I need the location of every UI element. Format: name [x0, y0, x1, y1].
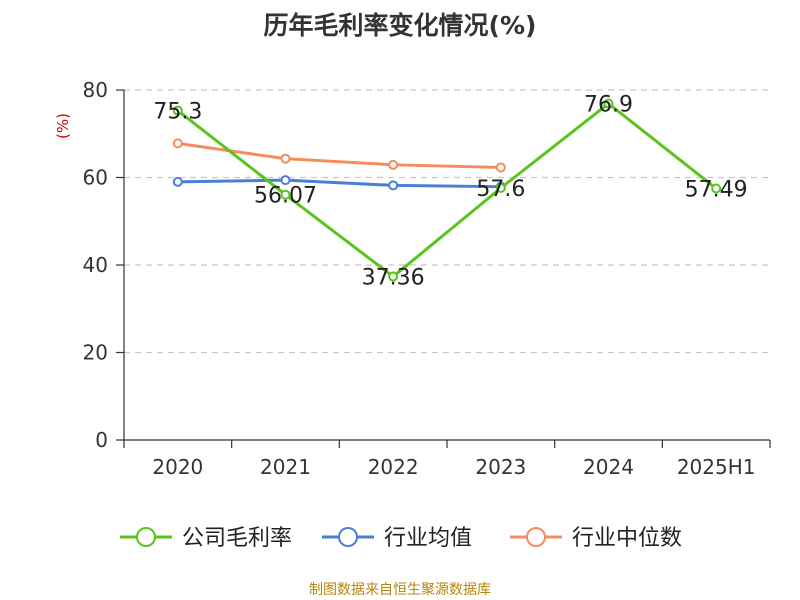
chart-title: 历年毛利率变化情况(%)	[263, 11, 537, 40]
data-point	[495, 183, 506, 193]
series	[172, 98, 722, 282]
data-label: 57.49	[685, 177, 748, 202]
y-tick-label: 40	[83, 253, 108, 277]
legend-item-company[interactable]: 公司毛利率	[120, 526, 292, 551]
data-labels: 75.3 56.07 37.36 57.6 76.9 57.49	[153, 93, 747, 291]
data-label: 37.36	[362, 266, 425, 291]
axes: 0 20 40 60 80 2020 2021 2022 2023 2024 2025H1	[83, 78, 771, 479]
data-point	[388, 159, 399, 170]
y-tick-label: 20	[83, 341, 108, 365]
data-point	[172, 138, 183, 149]
data-point	[495, 162, 506, 173]
x-tick-label: 2024	[583, 455, 634, 479]
x-tick-label: 2025H1	[677, 455, 756, 479]
data-label: 57.6	[476, 177, 525, 202]
x-tick-label: 2022	[368, 455, 419, 479]
x-tick-label: 2020	[152, 455, 203, 479]
y-tick-label: 80	[83, 78, 108, 102]
data-point	[172, 176, 183, 187]
data-source-note: 制图数据来自恒生聚源数据库	[309, 582, 491, 598]
legend-marker-swatch	[136, 527, 156, 547]
data-point	[388, 271, 399, 282]
data-label: 76.9	[584, 93, 633, 118]
legend-label: 公司毛利率	[182, 526, 292, 551]
legend-marker-swatch	[338, 527, 358, 547]
data-point	[280, 175, 291, 186]
grid-lines	[124, 89, 770, 354]
series-line-company	[176, 102, 718, 279]
data-point	[388, 180, 399, 191]
legend: 公司毛利率 行业均值 行业中位数	[120, 526, 682, 551]
x-tick-label: 2021	[260, 455, 311, 479]
legend-item-industry-avg[interactable]: 行业均值	[322, 526, 472, 551]
data-point	[172, 105, 183, 116]
data-label: 56.07	[254, 184, 317, 209]
legend-label: 行业均值	[384, 526, 472, 551]
y-tick-label: 60	[83, 166, 108, 190]
series-line-industry-avg	[177, 178, 501, 189]
legend-marker-swatch	[526, 527, 546, 547]
y-axis-label: (%)	[54, 113, 72, 139]
data-point	[280, 153, 291, 164]
x-tick-label: 2023	[475, 455, 526, 479]
data-label: 75.3	[153, 100, 202, 125]
data-point	[280, 189, 291, 200]
legend-label: 行业中位数	[572, 526, 682, 551]
data-point	[711, 183, 722, 194]
y-tick-label: 0	[95, 428, 108, 452]
data-point	[603, 98, 614, 109]
legend-item-industry-median[interactable]: 行业中位数	[510, 526, 682, 551]
